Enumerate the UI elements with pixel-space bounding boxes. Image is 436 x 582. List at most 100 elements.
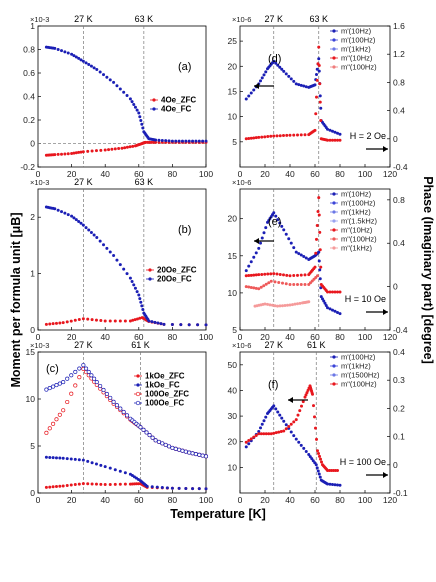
arrowhead-right [383,472,388,478]
data-point [105,246,109,250]
data-point [112,80,116,84]
data-point [276,304,279,308]
y-tick-label: 40 [228,385,238,395]
data-point [333,130,337,134]
data-point [115,258,119,262]
axis-multiplier: ×10-3 [30,178,49,187]
data-point [57,381,62,386]
data-point [58,456,62,460]
data-point [289,430,293,434]
legend-entry: m"(100Hz) [341,235,377,244]
data-point [282,419,286,423]
data-point [307,300,311,304]
y-tick-label: 5 [232,137,237,147]
data-point [174,139,178,143]
data-point [150,435,155,440]
data-point [260,272,264,276]
data-point [154,138,158,142]
data-point [317,63,321,67]
data-point [72,54,76,58]
data-point [114,403,120,408]
data-point [95,236,99,240]
data-point [263,302,267,306]
x-tick-label: 40 [285,169,295,179]
data-point [293,302,297,306]
data-point [269,134,273,138]
data-point [102,243,106,247]
x-tick-label: 0 [238,495,243,505]
data-point [44,455,48,459]
data-point [244,97,248,101]
legend-marker [332,382,336,386]
data-point [56,48,60,51]
data-point [54,456,58,460]
y2-tick-label: -0.4 [393,325,408,335]
axis-multiplier: ×10-3 [30,341,49,350]
x-tick-label: 60 [310,169,320,179]
data-point [90,318,94,322]
data-point [130,279,134,283]
y2-tick-label: 1.6 [393,21,405,31]
data-point [94,318,98,322]
data-point [280,67,284,71]
data-point [138,425,143,430]
data-point [118,469,122,473]
data-point [326,290,329,294]
data-point [301,400,305,404]
axis-multiplier: ×10-6 [232,341,251,350]
x-tick-label: 80 [168,495,178,505]
x-tick-label: 40 [100,495,110,505]
data-point [338,290,342,294]
data-point [162,322,166,326]
data-point [73,369,78,374]
data-point [284,423,288,427]
transition-label: 63 K [135,14,154,24]
data-point [296,282,299,286]
plot-frame [37,188,207,331]
data-point [112,254,116,258]
data-point [315,72,318,76]
data-point [137,293,141,297]
data-point [249,285,253,289]
data-point [257,432,261,436]
data-point [308,455,312,459]
data-point [277,280,281,284]
data-point [259,79,262,83]
data-point [318,454,321,458]
x-tick-label: 60 [134,169,144,179]
data-point [333,309,337,313]
data-point [170,445,175,450]
y2-tick-label: 0 [393,134,398,144]
data-point [140,122,144,126]
y2-tick-label: 0 [393,460,398,470]
data-point [247,264,251,268]
data-point [133,286,137,290]
data-point [317,452,320,456]
data-point [315,223,319,227]
data-point [292,79,296,83]
data-point [315,67,319,71]
data-point [318,277,322,281]
data-point [123,319,127,323]
data-point [272,404,276,408]
data-point [257,429,261,433]
data-point [201,139,205,143]
data-point [48,455,52,459]
x-tick-label: 20 [260,332,270,342]
data-point [317,259,321,263]
data-point [147,319,151,323]
data-point [271,303,274,307]
data-point [84,61,88,65]
y-tick-label: 0 [30,139,35,149]
data-point [247,94,251,98]
data-point [294,250,298,254]
y2-tick-label: 0.2 [393,403,405,413]
data-point [165,486,169,490]
x-tick-label: 60 [134,495,144,505]
data-point [63,211,67,215]
data-point [69,319,73,323]
data-point [276,63,280,67]
data-point [128,145,132,149]
y2-tick-label: 0.3 [393,375,405,385]
